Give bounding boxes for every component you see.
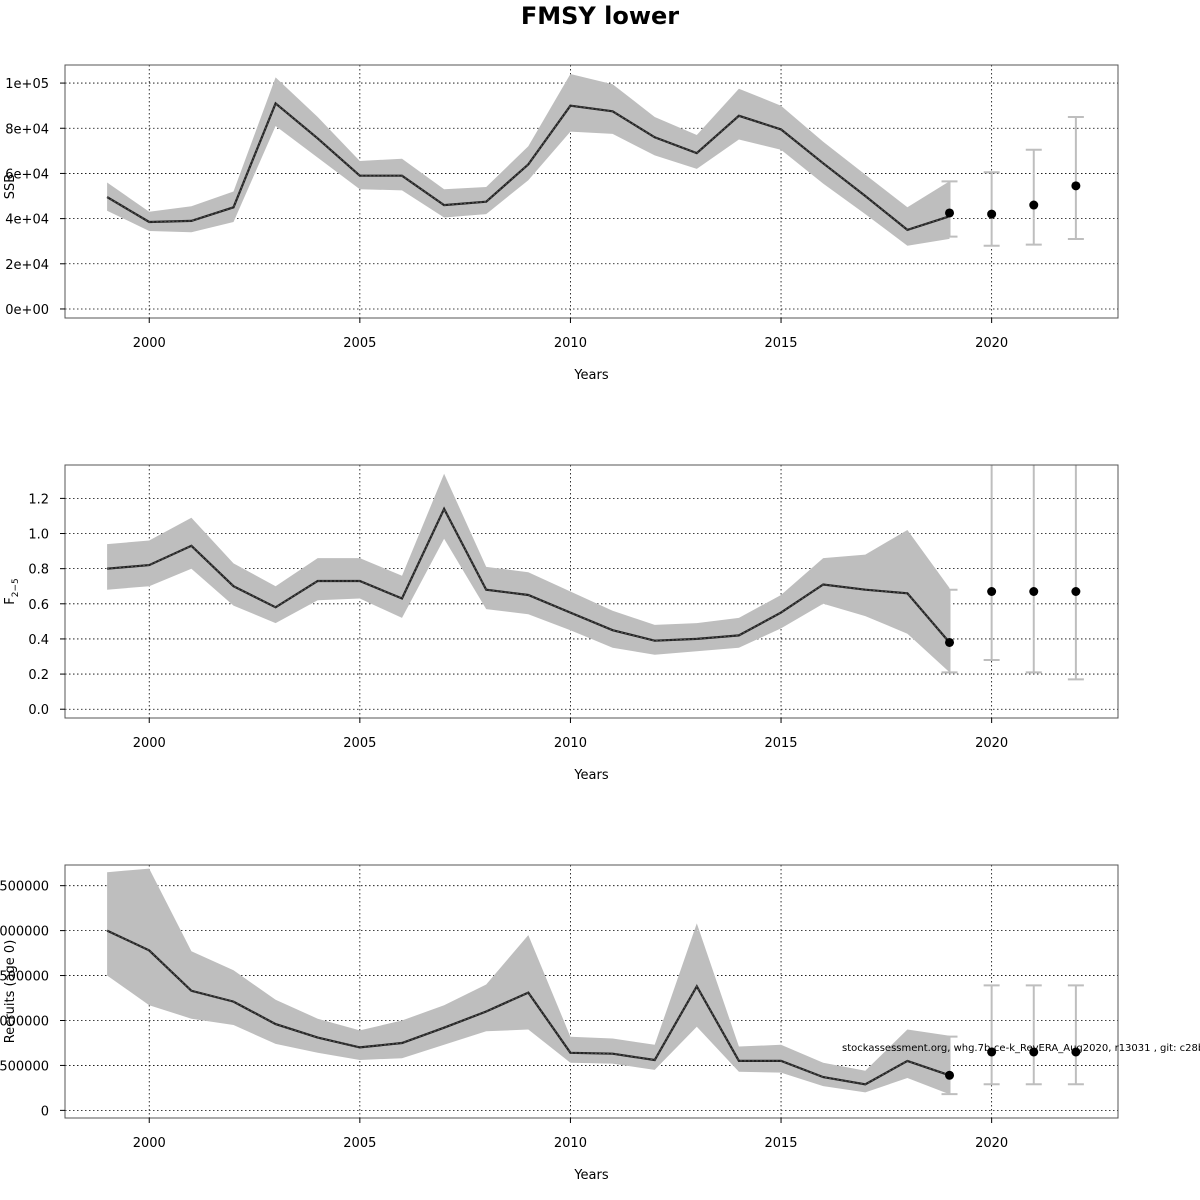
y-tick-label: 0.8: [28, 563, 49, 578]
x-tick-label: 2015: [764, 336, 797, 351]
y-tick-label: 0.4: [28, 633, 49, 648]
forecast-point: [945, 1070, 955, 1080]
recruits-panel: 2000 2005 2010 2015 2020 0 500000 1000000 150000…: [0, 864, 1119, 1183]
y-tick-label: 0.2: [28, 668, 49, 683]
confidence-band: [107, 74, 950, 246]
y-tick-label: 500000: [0, 1059, 49, 1074]
x-tick-label: 2010: [554, 336, 587, 351]
y-tick-label: 1.0: [28, 528, 49, 543]
forecast-point: [1071, 587, 1081, 596]
y-tick-label: 2500000: [0, 880, 49, 895]
y-tick-label: 1.2: [28, 492, 49, 507]
y-tick-label: 0.0: [28, 703, 49, 718]
x-tick-label: 2015: [764, 736, 797, 751]
x-tick-label: 2005: [343, 736, 376, 751]
y-axis-label-subscript: 2−5: [11, 578, 21, 597]
x-tick-label: 2020: [975, 1136, 1008, 1151]
x-tick-label: 2000: [133, 736, 166, 751]
y-tick-label: 1000000: [0, 1014, 49, 1029]
y-tick-label: 2000000: [0, 925, 49, 940]
x-tick-label: 2005: [343, 336, 376, 351]
y-tick-label: 8e+04: [5, 122, 49, 137]
y-tick-label: 4e+04: [5, 213, 49, 228]
x-axis-label: Years: [573, 768, 609, 783]
y-tick-label: 6e+04: [5, 167, 49, 182]
confidence-band: [107, 868, 950, 1095]
forecast-point: [945, 208, 955, 218]
x-tick-label: 2020: [975, 336, 1008, 351]
estimate-line-dashed: [107, 507, 950, 643]
y-tick-label: 0: [41, 1104, 49, 1119]
estimate-line-dashed: [106, 930, 950, 1085]
x-tick-label: 2020: [975, 736, 1008, 751]
forecast-point: [1029, 200, 1039, 210]
x-tick-label: 2010: [554, 1136, 587, 1151]
forecast-point: [945, 637, 955, 647]
x-axis-label: Years: [573, 368, 609, 383]
x-tick-label: 2005: [343, 1136, 376, 1151]
plot-frame: [64, 864, 1119, 1119]
y-axis-label: Recruits (age 0): [3, 940, 18, 1044]
ssb-panel: 2000 2005 2010 2015 2020 0e+00 2e+04 4e+04 6e+04…: [3, 64, 1119, 383]
x-tick-label: 2010: [554, 736, 587, 751]
forecast-point: [987, 209, 997, 219]
y-tick-label: 1e+05: [5, 77, 49, 92]
chart-title: FMSY lower: [521, 2, 679, 30]
y-tick-label: 0.6: [28, 598, 49, 613]
x-axis-label: Years: [573, 1168, 609, 1183]
forecast-point: [987, 1047, 997, 1057]
x-tick-label: 2000: [133, 1136, 166, 1151]
y-tick-label: 0e+00: [5, 303, 49, 318]
forecast-point: [1029, 1047, 1039, 1057]
plot-frame: [64, 64, 1119, 319]
y-axis-label: SSB: [3, 174, 18, 199]
forecast-point: [987, 587, 997, 596]
plot-frame: [64, 464, 1119, 719]
x-tick-label: 2015: [764, 1136, 797, 1151]
source-note: stockassessment.org, whg.7b-ce-k_RevERA_…: [842, 1043, 1200, 1054]
x-tick-label: 2000: [133, 336, 166, 351]
estimate-line-dashed: [106, 102, 950, 231]
forecast-point: [1071, 181, 1081, 191]
y-tick-label: 2e+04: [5, 258, 49, 273]
forecast-point: [1071, 1047, 1081, 1057]
forecast-point: [1029, 587, 1039, 596]
confidence-band: [107, 473, 950, 673]
fbar-panel: 2000 2005 2010 2015 2020 0.0 0.2 0.4 0.6 0.8 1.0 1.…: [3, 464, 1119, 783]
y-axis-label: F2−5: [3, 578, 21, 604]
y-tick-label: 1500000: [0, 970, 49, 985]
